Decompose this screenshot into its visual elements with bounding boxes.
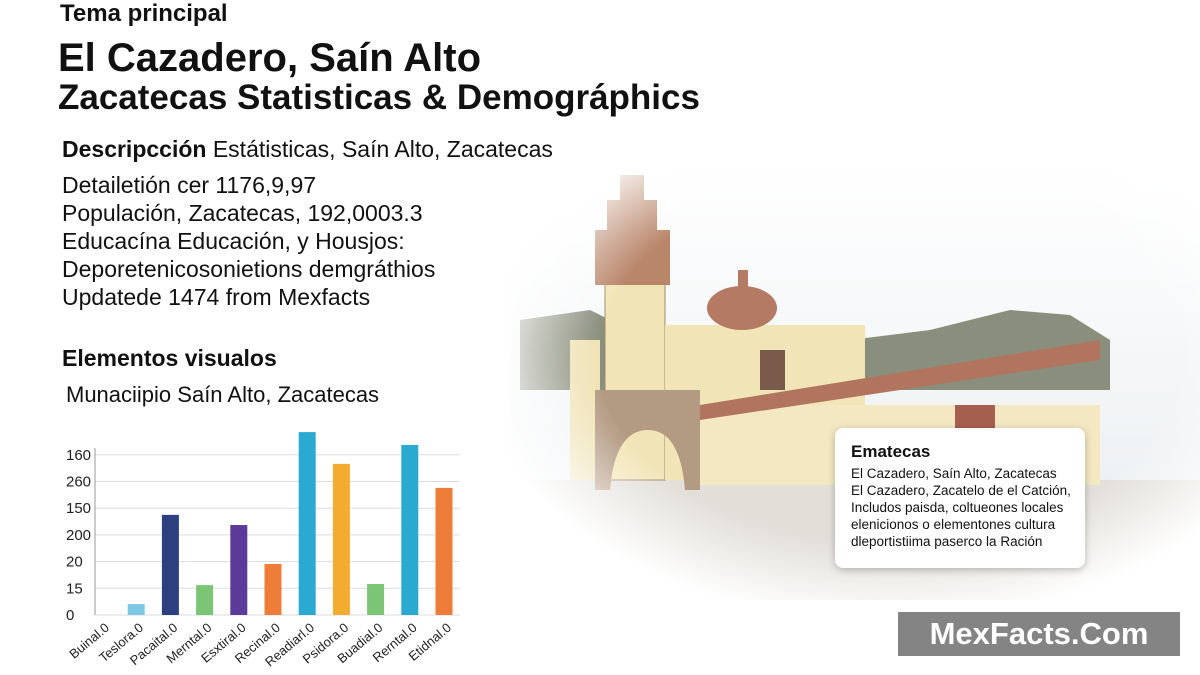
callout: Ematecas El Cazadero, Saín Alto, Zacatec… [835,428,1085,568]
description-line: Updatede 1474 from Mexfacts [62,284,371,310]
y-tick-label: 200 [66,527,91,544]
watermark: MexFacts.Com [898,612,1180,656]
description-line: Deporetenicosonietions demgráthios [62,256,436,282]
bar [230,525,248,615]
y-tick-label: 160 [66,447,91,464]
y-tick-label: 0 [66,607,74,624]
bar [435,487,453,615]
bar [127,604,145,615]
y-tick-label: 260 [66,474,91,491]
description-line: Educacína Educación, y Housjos: [62,228,405,254]
section-subheading: Munaciipio Saín Alto, Zacatecas [66,382,380,407]
callout-line: elenicionos o elementones cultura [851,517,1056,532]
callout-line: El Cazadero, Saín Alto, Zacatecas [851,466,1057,481]
callout-title: Ematecas [851,442,931,461]
callout-line: Includos paisda, coltueones locales [851,500,1064,515]
title: El Cazadero, Saín Alto [58,36,482,80]
bar [367,584,385,615]
bar [196,585,214,615]
bar [264,564,282,615]
bar [298,432,316,615]
y-tick-label: 150 [66,500,91,517]
bar [401,444,419,615]
section-heading: Elementos visualos [62,345,277,371]
description: Descripcción Estátisticas, Saín Alto, Za… [62,136,553,163]
kicker: Tema principal [60,0,228,27]
chart: 01520200150260160Buinal.0Teslora.0Pacait… [66,432,460,669]
description-line: Populación, Zacatecas, 192,0003.3 [62,200,423,226]
y-tick-label: 20 [66,554,83,571]
callout-line: El Cazadero, Zacatelo de el Catción, [851,483,1071,498]
title: Zacatecas Statisticas & Demográphics [58,78,700,117]
bar [161,514,179,615]
bar [332,463,350,615]
description-text: Estátisticas, Saín Alto, Zacatecas [212,136,553,162]
callout-line: dleportistiima paserco la Ración [851,534,1043,549]
y-tick-label: 15 [66,580,83,597]
description-label: Descripcción [62,136,207,162]
description-line: Detailetión cer 1176,9,97 [62,172,317,198]
